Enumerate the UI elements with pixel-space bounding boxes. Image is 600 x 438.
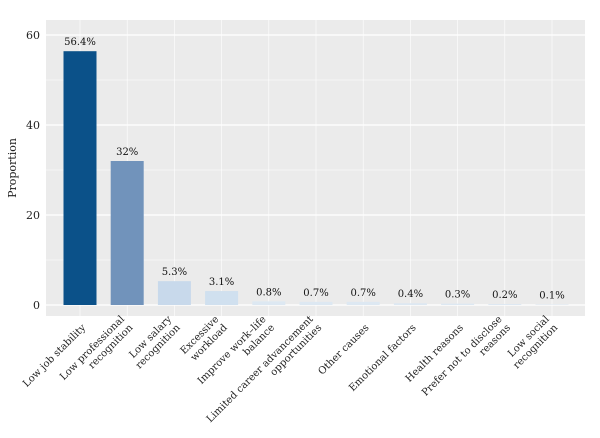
y-tick-label: 0 <box>33 299 40 312</box>
bar-value-label: 5.3% <box>162 267 187 278</box>
bar-value-label: 3.1% <box>209 277 234 288</box>
bar-value-label: 0.7% <box>350 288 375 299</box>
bar <box>488 304 522 305</box>
bar-value-label: 0.2% <box>492 290 517 301</box>
bars <box>63 51 569 306</box>
y-tick-label: 60 <box>26 29 40 42</box>
bar-value-label: 0.3% <box>445 290 470 301</box>
bar <box>205 291 239 305</box>
bar <box>393 303 427 305</box>
y-tick-label: 40 <box>26 119 40 132</box>
bar-value-label: 0.1% <box>539 291 564 302</box>
bar <box>441 303 475 305</box>
bar <box>157 281 191 305</box>
bar-value-label: 32% <box>116 147 138 158</box>
bar-value-label: 0.8% <box>256 287 281 298</box>
bar <box>299 301 333 305</box>
bar <box>346 301 380 305</box>
bar-value-labels: 56.4% 32% 5.3% 3.1% 0.8% 0.7% 0.7% 0.4% 0.3% 0.2%… <box>64 37 565 301</box>
y-axis-ticks: 0 20 40 60 <box>26 29 40 312</box>
bar <box>252 301 286 305</box>
bar <box>63 51 97 306</box>
y-tick-label: 20 <box>26 209 40 222</box>
bar-value-label: 0.7% <box>303 288 328 299</box>
bar <box>110 161 144 305</box>
bar-value-label: 0.4% <box>398 289 423 300</box>
y-axis-title: Proportion <box>6 138 19 198</box>
bar-value-label: 56.4% <box>64 37 96 48</box>
